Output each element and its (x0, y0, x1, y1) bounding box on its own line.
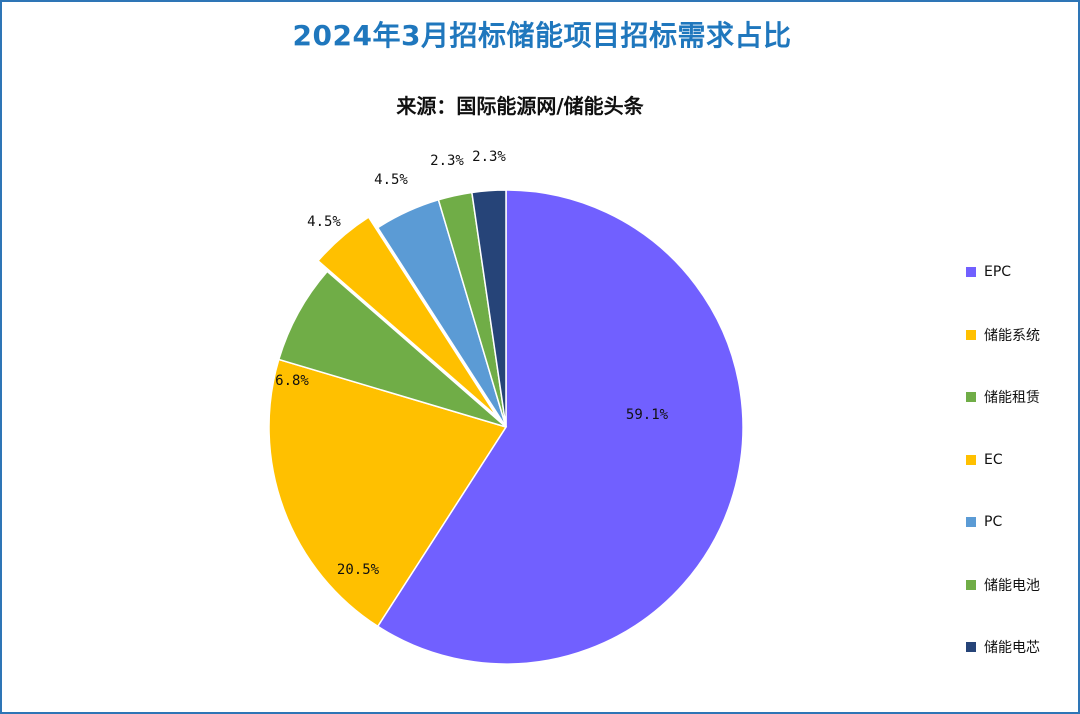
legend-label: 储能电芯 (984, 640, 1040, 656)
pie-slice[interactable] (471, 189, 507, 428)
slice-data-label: 59.1% (626, 407, 669, 423)
legend-label: PC (984, 514, 1003, 530)
pie-slice[interactable] (317, 216, 498, 417)
legend-item[interactable]: 储能系统 (966, 323, 1040, 347)
legend-label: 储能电池 (984, 577, 1040, 594)
chart-subtitle: 来源：国际能源网/储能头条 (396, 94, 644, 118)
legend-swatch (966, 267, 976, 277)
legend-item[interactable]: 储能电芯 (966, 635, 1040, 659)
legend-swatch (966, 579, 976, 590)
legend-label: EPC (984, 264, 1012, 280)
slice-data-label: 20.5% (337, 562, 380, 578)
legend-swatch (966, 517, 976, 527)
slice-data-label: 2.3% (472, 149, 506, 165)
pie-slice[interactable] (376, 189, 744, 665)
slice-data-label: 4.5% (307, 214, 341, 230)
legend-swatch (966, 392, 976, 402)
legend-item[interactable]: PC (966, 510, 1002, 534)
legend-item[interactable]: EPC (966, 260, 1011, 284)
legend-label: 储能租赁 (984, 390, 1040, 406)
chart-title: 2024年3月招标储能项目招标需求占比 (292, 19, 792, 52)
slice-data-label: 2.3% (430, 153, 464, 169)
legend-swatch (966, 642, 976, 652)
legend-label: 储能系统 (984, 327, 1040, 344)
pie-slice[interactable] (268, 358, 508, 628)
pie-slice[interactable] (277, 270, 507, 428)
slice-data-label: 6.8% (275, 373, 309, 389)
legend-item[interactable]: EC (966, 448, 1003, 472)
legend-label: EC (984, 451, 1003, 468)
legend-swatch (966, 329, 976, 340)
slice-data-label: 4.5% (374, 172, 408, 188)
legend-swatch (966, 454, 976, 465)
legend-item[interactable]: 储能租赁 (966, 385, 1040, 409)
legend-item[interactable]: 储能电池 (966, 573, 1040, 597)
